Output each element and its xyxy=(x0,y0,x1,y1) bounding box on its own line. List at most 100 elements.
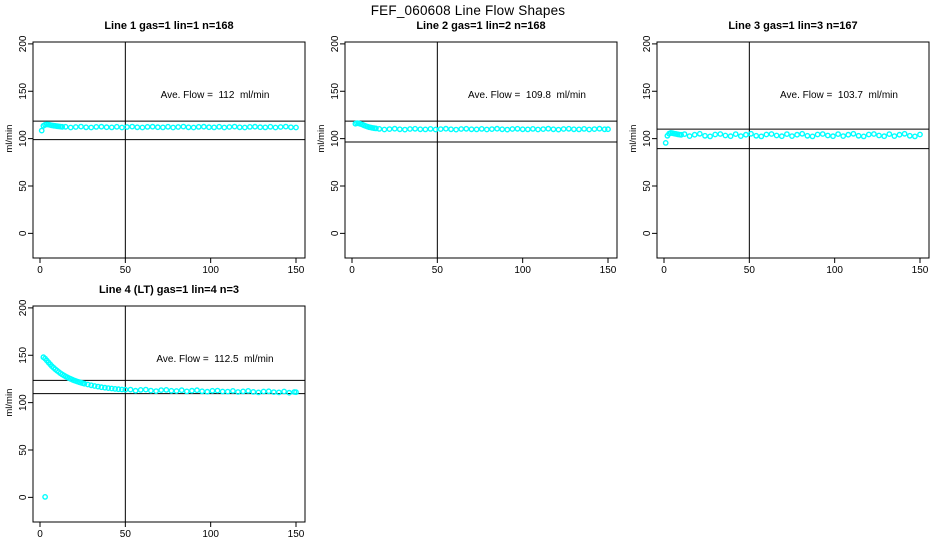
data-point xyxy=(586,126,593,133)
data-point xyxy=(901,130,908,137)
data-point xyxy=(737,133,744,140)
data-point xyxy=(605,126,611,133)
data-point xyxy=(560,126,567,132)
data-point xyxy=(427,126,434,132)
data-point xyxy=(417,126,424,133)
data-point xyxy=(809,133,816,140)
data-point xyxy=(727,133,734,140)
data-point xyxy=(381,126,388,133)
subplot-line1-ave-flow-label: Ave. Flow = 112 ml/min xyxy=(160,90,270,101)
data-point xyxy=(127,386,134,393)
subplot-line1-title: Line 1 gas=1 lin=1 n=168 xyxy=(104,20,234,32)
data-point xyxy=(293,124,299,131)
data-point xyxy=(245,388,252,394)
data-point xyxy=(840,133,847,140)
subplot-line2-plot-area: 0 50 100 150 0 50 100 150 200 ml/min xyxy=(316,35,618,276)
subplot-line4-title: Line 4 (LT) gas=1 lin=4 n=3 xyxy=(98,284,240,296)
x-tick-label: 100 xyxy=(202,265,219,276)
data-point xyxy=(168,387,175,394)
data-point xyxy=(98,123,105,130)
data-point xyxy=(437,126,444,133)
plot-border xyxy=(32,41,306,259)
plot-border xyxy=(32,305,306,523)
y-tick-label: 200 xyxy=(642,35,653,52)
data-point xyxy=(277,124,284,130)
data-point xyxy=(814,131,821,138)
data-point xyxy=(224,388,231,395)
data-point xyxy=(204,388,211,395)
data-point xyxy=(134,124,141,131)
data-point xyxy=(219,388,226,395)
data-point xyxy=(855,132,862,139)
data-point xyxy=(103,124,110,131)
y-axis-label: ml/min xyxy=(316,125,327,153)
data-point xyxy=(555,126,562,133)
data-point xyxy=(391,125,398,132)
data-point xyxy=(830,133,836,140)
data-point xyxy=(275,389,282,396)
data-point xyxy=(216,123,223,130)
data-point xyxy=(373,125,379,132)
x-tick-label: 50 xyxy=(120,265,132,276)
data-point xyxy=(149,123,156,130)
x-tick-label: 100 xyxy=(514,265,531,276)
data-point xyxy=(906,132,913,139)
data-point xyxy=(250,389,257,395)
x-tick-label: 50 xyxy=(120,529,132,540)
data-point xyxy=(173,388,180,394)
data-point xyxy=(84,381,91,388)
data-point xyxy=(188,387,195,394)
data-point xyxy=(119,386,125,393)
data-point xyxy=(702,132,708,139)
x-tick-label: 150 xyxy=(600,265,617,276)
data-point xyxy=(799,130,806,137)
data-point xyxy=(717,131,724,137)
data-point xyxy=(132,387,139,394)
data-point xyxy=(293,389,299,396)
subplot-line2: Line 2 gas=1 lin=2 n=168 Ave. Flow = 109… xyxy=(312,20,624,276)
subplot-line2-title: Line 2 gas=1 lin=2 n=168 xyxy=(416,20,546,32)
data-points xyxy=(38,121,299,134)
data-point xyxy=(226,124,233,130)
y-tick-label: 50 xyxy=(18,444,29,456)
data-point xyxy=(206,124,212,131)
x-tick-label: 0 xyxy=(349,265,355,276)
data-point xyxy=(260,388,267,395)
data-point xyxy=(252,123,258,130)
data-point xyxy=(112,386,119,392)
data-point xyxy=(229,388,236,394)
y-axis-label: ml/min xyxy=(628,125,639,153)
data-point xyxy=(753,132,760,139)
data-point xyxy=(158,387,165,394)
data-point xyxy=(535,126,541,133)
data-point xyxy=(115,386,122,393)
subplot-line3: Line 3 gas=1 lin=3 n=167 Ave. Flow = 103… xyxy=(624,20,936,276)
data-point xyxy=(72,124,79,130)
data-point xyxy=(509,126,516,132)
data-point xyxy=(163,387,170,393)
figure-title: FEF_060608 Line Flow Shapes xyxy=(370,3,566,18)
data-point xyxy=(195,124,202,130)
data-point xyxy=(95,383,101,390)
y-tick-label: 100 xyxy=(642,130,653,147)
data-point xyxy=(240,388,247,395)
data-point xyxy=(246,124,253,130)
data-point xyxy=(108,385,115,392)
data-point xyxy=(282,123,289,130)
data-point xyxy=(386,126,393,133)
data-point xyxy=(286,389,293,396)
data-point xyxy=(159,124,166,131)
data-point xyxy=(194,387,200,394)
data-point xyxy=(262,124,269,131)
data-point xyxy=(412,125,419,132)
data-points xyxy=(662,130,923,146)
subplot-line2-ave-flow-label: Ave. Flow = 109.8 ml/min xyxy=(468,90,586,101)
data-point xyxy=(463,125,470,132)
data-point xyxy=(570,126,577,133)
data-point xyxy=(199,388,206,395)
data-point xyxy=(122,386,129,393)
data-point xyxy=(93,124,100,130)
data-points xyxy=(352,120,611,133)
data-point xyxy=(865,131,872,138)
data-point xyxy=(824,132,831,139)
